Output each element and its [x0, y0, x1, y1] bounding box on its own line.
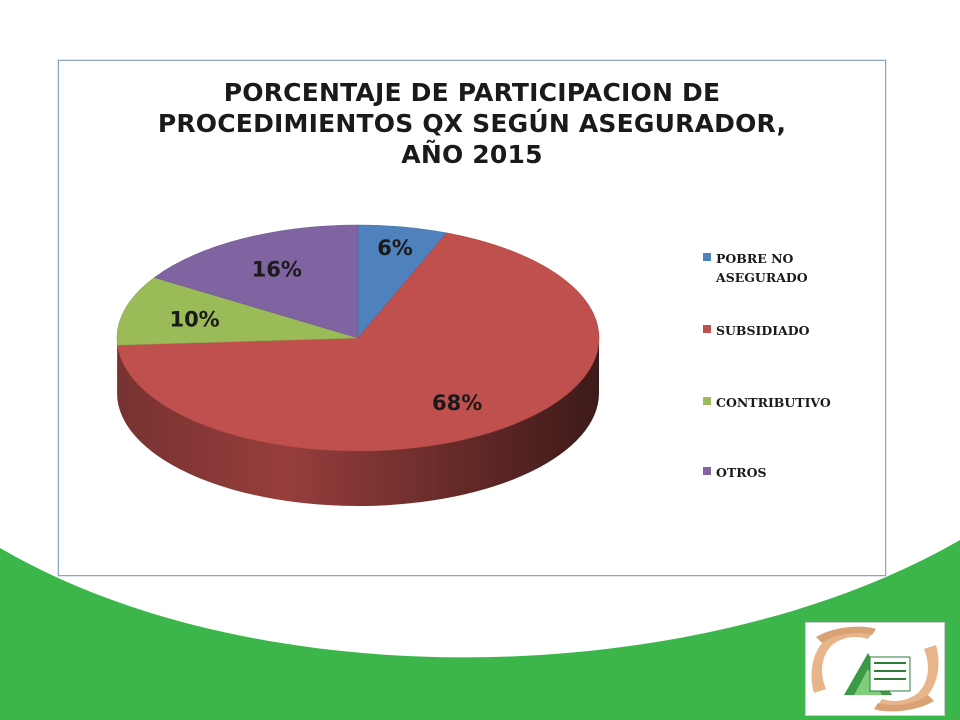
- pie-label-pobre-no-asegurado: 6%: [377, 236, 413, 260]
- chart-title: PORCENTAJE DE PARTICIPACION DE PROCEDIMI…: [59, 77, 885, 170]
- legend-label-subsidiado: SUBSIDIADO: [716, 323, 810, 338]
- legend-item-otros: OTROS: [703, 463, 856, 482]
- legend-item-pobre-no-asegurado: POBRE NO ASEGURADO: [703, 249, 856, 287]
- legend-swatch-contributivo: [703, 397, 711, 405]
- legend-item-contributivo: CONTRIBUTIVO: [703, 393, 856, 412]
- legend-swatch-otros: [703, 467, 711, 475]
- chart-title-line-2: PROCEDIMIENTOS QX SEGÚN ASEGURADOR,: [157, 109, 787, 138]
- legend-label-pobre-no-asegurado: POBRE NO ASEGURADO: [716, 251, 808, 285]
- hands-house-logo-icon: [811, 626, 939, 712]
- hospital-logo: [805, 622, 945, 716]
- pie-slice-contributivo: [116, 277, 359, 346]
- pie-chart: 6% 68% 10% 16%: [116, 224, 600, 507]
- legend-swatch-pobre-no-asegurado: [703, 253, 711, 261]
- chart-title-line-1: PORCENTAJE DE PARTICIPACION DE: [223, 78, 721, 107]
- pie-label-subsidiado: 68%: [432, 391, 482, 415]
- legend-item-subsidiado: SUBSIDIADO: [703, 321, 856, 340]
- pie-slice-otros: [153, 224, 359, 339]
- legend-swatch-subsidiado: [703, 325, 711, 333]
- pie-side-subsidiado: [117, 338, 599, 507]
- legend-label-otros: OTROS: [716, 465, 767, 480]
- green-wave-shape: [0, 540, 960, 720]
- legend-label-contributivo: CONTRIBUTIVO: [716, 395, 831, 410]
- chart-title-line-3: AÑO 2015: [401, 140, 543, 169]
- pie-label-contributivo: 10%: [169, 307, 219, 331]
- chart-frame: PORCENTAJE DE PARTICIPACION DE PROCEDIMI…: [58, 60, 886, 576]
- pie-slice-subsidiado: [117, 232, 600, 452]
- pie-label-otros: 16%: [252, 258, 302, 282]
